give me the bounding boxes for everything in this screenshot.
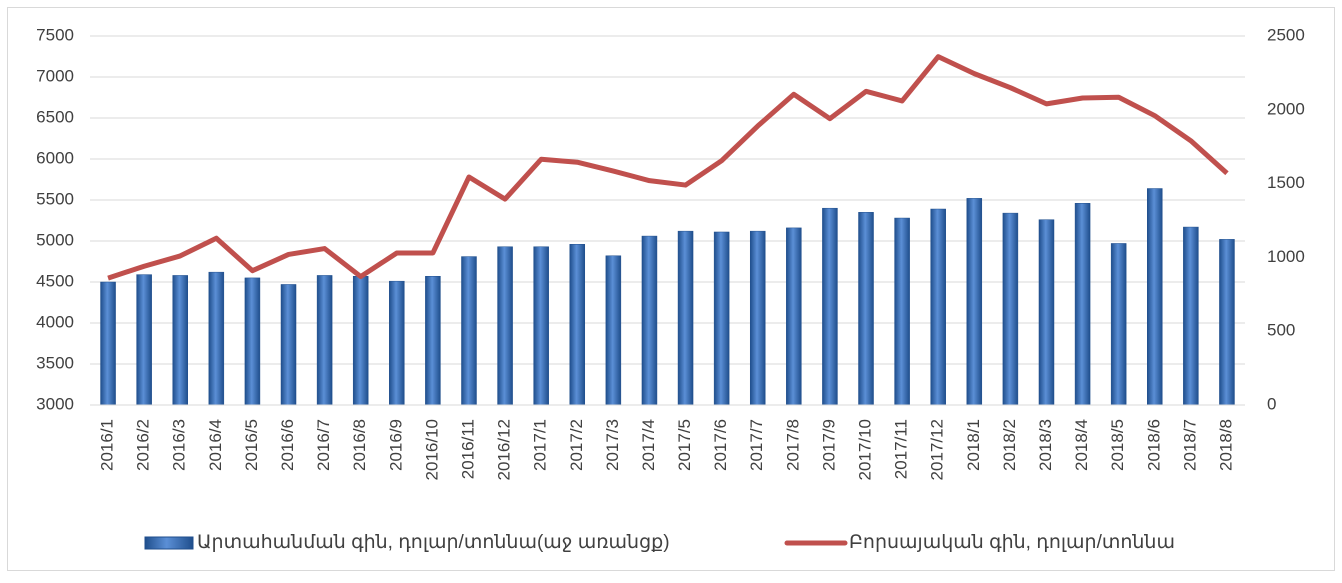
x-tick-label: 2016/2: [134, 419, 153, 471]
y2-tick-label: 1500: [1267, 173, 1305, 192]
bar: [930, 208, 946, 406]
x-tick-label: 2017/1: [531, 419, 550, 471]
y2-tick-label: 2500: [1267, 25, 1305, 44]
y-tick-label: 5000: [36, 230, 74, 249]
legend-label: Բորսայական գին, դոլար/տոննա: [849, 532, 1175, 553]
bar: [244, 277, 261, 406]
bar: [966, 198, 983, 406]
bar: [1219, 239, 1235, 406]
y-tick-label: 4500: [36, 271, 74, 290]
x-tick-label: 2016/11: [458, 419, 477, 479]
chart-border: [7, 7, 1335, 571]
bar: [786, 227, 802, 406]
x-tick-label: 2017/6: [711, 419, 730, 471]
bar: [749, 230, 766, 406]
bar: [677, 230, 694, 406]
y-tick-label: 7000: [36, 66, 74, 85]
bar: [497, 246, 513, 406]
x-tick-label: 2016/6: [278, 419, 297, 471]
x-tick-label: 2017/9: [819, 419, 838, 471]
bar: [569, 244, 586, 406]
y-tick-label: 3000: [36, 394, 74, 413]
bar: [461, 256, 477, 406]
y2-tick-label: 500: [1267, 321, 1295, 340]
bar: [1183, 226, 1199, 406]
x-tick-label: 2017/3: [603, 419, 622, 471]
x-tick-label: 2017/2: [567, 419, 586, 471]
bar: [1002, 212, 1019, 406]
bar: [1147, 188, 1163, 406]
bar: [316, 275, 333, 406]
bar: [280, 284, 297, 406]
bar: [533, 246, 549, 406]
y2-tick-label: 0: [1267, 394, 1276, 413]
x-tick-label: 2018/2: [1000, 419, 1019, 471]
x-tick-label: 2018/1: [964, 419, 983, 471]
x-tick-label: 2018/3: [1036, 419, 1055, 471]
bar: [713, 231, 730, 406]
x-tick-label: 2016/3: [170, 419, 189, 471]
x-tick-label: 2016/8: [350, 419, 369, 471]
x-tick-label: 2017/5: [675, 419, 694, 471]
x-tick-label: 2018/7: [1180, 419, 1199, 471]
legend-swatch: [144, 536, 194, 550]
bar: [1110, 243, 1127, 406]
bar: [136, 274, 152, 406]
x-tick-label: 2016/12: [495, 419, 514, 480]
bar: [641, 235, 658, 406]
y-tick-label: 7500: [36, 25, 74, 44]
x-tick-label: 2018/5: [1108, 419, 1127, 471]
y2-tick-label: 2000: [1267, 99, 1305, 118]
y2-tick-label: 1000: [1267, 247, 1305, 266]
x-tick-label: 2016/4: [206, 419, 225, 471]
x-tick-label: 2017/12: [928, 419, 947, 480]
bar: [605, 255, 622, 406]
line: [107, 54, 1229, 281]
x-tick-label: 2017/10: [856, 419, 875, 480]
x-tick-label: 2016/10: [422, 419, 441, 480]
x-tick-label: 2017/8: [783, 419, 802, 471]
bar: [172, 275, 188, 406]
x-tick-label: 2018/4: [1072, 419, 1091, 471]
bar: [1038, 219, 1055, 406]
bar: [389, 280, 405, 406]
bar: [425, 276, 441, 406]
bar: [352, 276, 369, 406]
bar: [208, 271, 225, 406]
x-tick-label: 2017/11: [892, 419, 911, 479]
x-tick-label: 2016/5: [242, 419, 261, 471]
x-tick-label: 2017/4: [639, 419, 658, 471]
bar: [822, 207, 838, 406]
bar: [894, 217, 910, 406]
bar: [858, 212, 874, 406]
y-tick-label: 6500: [36, 107, 74, 126]
x-tick-label: 2016/7: [314, 419, 333, 471]
bar: [100, 281, 116, 406]
x-tick-label: 2016/1: [98, 419, 117, 471]
y-tick-label: 6000: [36, 148, 74, 167]
y-tick-label: 4000: [36, 312, 74, 331]
y-tick-label: 5500: [36, 189, 74, 208]
x-tick-label: 2018/8: [1216, 419, 1235, 471]
x-tick-label: 2016/9: [386, 419, 405, 471]
y-tick-label: 3500: [36, 353, 74, 372]
legend-label: Արտահանման գին, դոլար/տոննա(աջ առանցք): [197, 532, 670, 553]
bar: [1074, 203, 1091, 406]
x-tick-label: 2018/6: [1144, 419, 1163, 471]
x-tick-label: 2017/7: [747, 419, 766, 471]
